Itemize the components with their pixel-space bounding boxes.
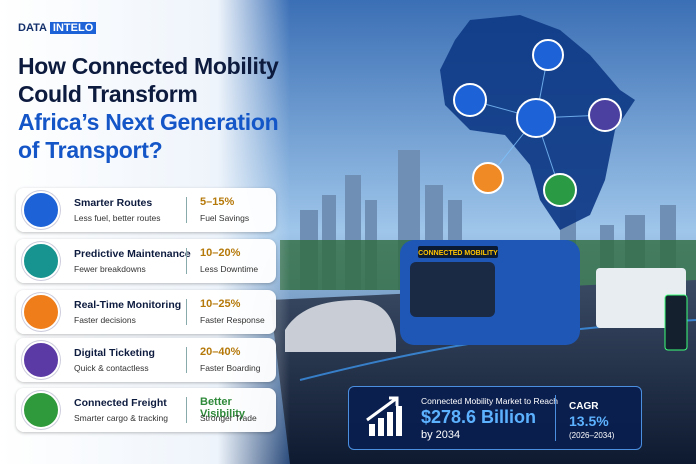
- feature-card: Smarter Routes Less fuel, better routes 5–…: [16, 188, 276, 232]
- feature-value-label: Faster Boarding: [200, 363, 261, 373]
- title-line: of Transport?: [18, 137, 163, 163]
- bus-windshield: [410, 262, 495, 317]
- feature-icon: [22, 391, 60, 429]
- feature-title: Real-Time Monitoring: [74, 299, 182, 311]
- divider: [186, 347, 187, 373]
- feature-value: 10–20%: [200, 247, 241, 259]
- title-line: Could Transform: [18, 81, 198, 107]
- feature-subtitle: Fewer breakdowns: [74, 264, 146, 274]
- left-panel: [0, 0, 290, 464]
- map-icons: [453, 39, 622, 207]
- feature-icon: [22, 341, 60, 379]
- feature-value: 10–25%: [200, 298, 241, 310]
- car: [285, 300, 396, 352]
- feature-title: Smarter Routes: [74, 197, 153, 209]
- divider: [186, 197, 187, 223]
- feature-value-label: Faster Response: [200, 315, 265, 325]
- feature-card: Digital Ticketing Quick & contactless 20–4…: [16, 338, 276, 382]
- feature-value-label: Less Downtime: [200, 264, 259, 274]
- feature-value-label: Stronger Trade: [200, 413, 257, 423]
- feature-subtitle: Quick & contactless: [74, 363, 149, 373]
- feature-title: Digital Ticketing: [74, 347, 155, 359]
- bus-sign: CONNECTED MOBILITY: [418, 250, 498, 257]
- title-line: Africa’s Next Generation: [18, 109, 279, 135]
- divider: [186, 299, 187, 325]
- feature-card: Predictive Maintenance Fewer breakdowns 10…: [16, 239, 276, 283]
- market-amount: $278.6 Billion: [421, 407, 537, 427]
- cagr-value: 13.5%: [569, 413, 609, 429]
- truck: [596, 268, 686, 328]
- feature-title: Connected Freight: [74, 397, 167, 409]
- feature-value: 20–40%: [200, 346, 241, 358]
- brand-left: DATA: [18, 22, 47, 34]
- feature-subtitle: Faster decisions: [74, 315, 136, 325]
- growth-icon: [366, 396, 402, 436]
- market-year: by 2034: [421, 429, 461, 441]
- brand-right: INTELO: [49, 22, 97, 34]
- market-heading: Connected Mobility Market to Reach: [421, 396, 559, 406]
- feature-value-label: Fuel Savings: [200, 213, 250, 223]
- cagr-period: (2026–2034): [569, 431, 615, 440]
- brand: DATA INTELO: [18, 22, 97, 34]
- feature-icon: [22, 293, 60, 331]
- divider: [555, 395, 556, 441]
- title: How Connected Mobility Could Transform Afr…: [18, 52, 279, 164]
- feature-subtitle: Less fuel, better routes: [74, 213, 161, 223]
- title-line: How Connected Mobility: [18, 53, 279, 79]
- feature-value: Better Visibility: [200, 396, 246, 420]
- feature-icon: [22, 191, 60, 229]
- market-box: Connected Mobility Market to Reach $278.…: [348, 386, 642, 450]
- feature-icon: [22, 242, 60, 280]
- charger: [664, 294, 688, 351]
- feature-value: 5–15%: [200, 196, 235, 208]
- feature-title: Predictive Maintenance: [74, 248, 191, 260]
- cagr-label: CAGR: [569, 401, 599, 412]
- feature-subtitle: Smarter cargo & tracking: [74, 413, 169, 423]
- divider: [186, 397, 187, 423]
- divider: [186, 248, 187, 274]
- feature-card: Connected Freight Smarter cargo & trackin…: [16, 388, 276, 432]
- bus-sign-bg: [418, 246, 498, 258]
- feature-card: Real-Time Monitoring Faster decisions 10–2…: [16, 290, 276, 334]
